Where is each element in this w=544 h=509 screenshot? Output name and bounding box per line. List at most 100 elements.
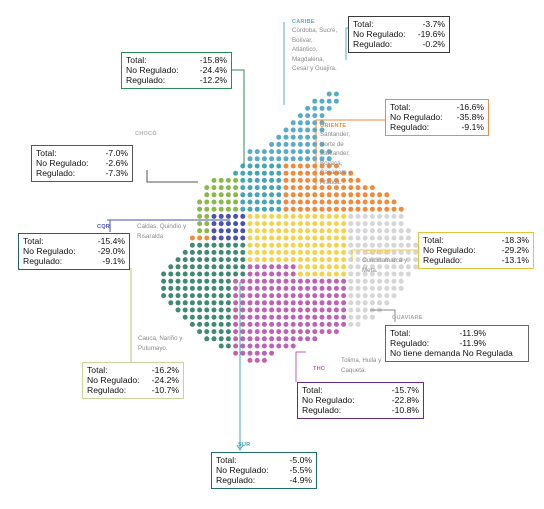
map-dot — [305, 285, 311, 291]
map-dot — [369, 199, 375, 205]
map-dot — [240, 300, 246, 306]
map-dot — [333, 192, 339, 198]
antioquia-noreg-value: -24.4% — [199, 65, 227, 75]
map-dot — [362, 235, 368, 241]
map-dot — [254, 285, 260, 291]
map-dot — [305, 264, 311, 270]
map-dot — [326, 156, 332, 162]
region-label-oriente: ORIENTE — [320, 123, 347, 129]
map-dot — [312, 134, 318, 140]
map-dot — [197, 206, 203, 212]
map-dot — [319, 206, 325, 212]
map-dot — [319, 329, 325, 335]
map-dot — [211, 278, 217, 284]
guaviare-total-label: Total: — [390, 328, 411, 338]
region-desc-tmc: Tolima, Huila y Caquetá. — [341, 357, 382, 374]
map-dot — [261, 249, 267, 255]
map-dot — [362, 242, 368, 248]
map-dot — [305, 113, 311, 119]
cqr-reg-label: Regulado: — [23, 256, 63, 266]
map-dot — [197, 278, 203, 284]
map-dot — [240, 343, 246, 349]
map-dot — [319, 156, 325, 162]
map-dot — [369, 242, 375, 248]
map-dot — [233, 249, 239, 255]
map-dot — [204, 314, 210, 320]
map-dot — [261, 242, 267, 248]
map-dot — [312, 206, 318, 212]
map-dot — [290, 264, 296, 270]
map-dot — [247, 149, 253, 155]
map-dot — [247, 336, 253, 342]
map-dot — [276, 149, 282, 155]
map-dot — [305, 235, 311, 241]
sur-total-value: -5.0% — [289, 455, 312, 465]
map-dot — [240, 192, 246, 198]
map-dot — [254, 192, 260, 198]
map-dot — [254, 307, 260, 313]
map-dot — [297, 206, 303, 212]
map-dot — [269, 242, 275, 248]
map-dot — [319, 221, 325, 227]
map-dot — [333, 300, 339, 306]
map-dot — [297, 120, 303, 126]
map-dot — [283, 213, 289, 219]
map-dot — [369, 221, 375, 227]
map-dot — [204, 221, 210, 227]
map-dot — [312, 192, 318, 198]
map-dot — [355, 257, 361, 263]
map-dot — [233, 235, 239, 241]
region-label-centro: CENTRO — [366, 250, 391, 256]
centro-reg-label: Regulado: — [423, 255, 463, 265]
map-dot — [276, 314, 282, 320]
map-dot — [161, 271, 167, 277]
map-dot — [348, 213, 354, 219]
map-dot — [319, 170, 325, 176]
centro-total-value: -18.3% — [501, 235, 529, 245]
map-dot — [305, 141, 311, 147]
map-dot — [197, 264, 203, 270]
map-dot — [290, 177, 296, 183]
map-dot — [254, 185, 260, 191]
map-dot — [225, 321, 231, 327]
map-dot — [290, 127, 296, 133]
map-dot — [290, 242, 296, 248]
map-dot — [233, 206, 239, 212]
map-dot — [305, 134, 311, 140]
map-dot — [355, 314, 361, 320]
map-dot — [204, 278, 210, 284]
map-dot — [269, 350, 275, 356]
map-dot — [225, 185, 231, 191]
map-dot — [312, 249, 318, 255]
map-dot — [405, 264, 411, 270]
map-dot — [240, 321, 246, 327]
map-dot — [254, 249, 260, 255]
map-dot — [175, 307, 181, 313]
map-dot — [276, 307, 282, 313]
map-dot — [297, 257, 303, 263]
map-dot — [305, 105, 311, 111]
map-dot — [218, 185, 224, 191]
map-dot — [240, 293, 246, 299]
map-dot — [254, 177, 260, 183]
map-dot — [305, 300, 311, 306]
map-dot — [312, 307, 318, 313]
map-dot — [283, 278, 289, 284]
map-dot — [391, 199, 397, 205]
map-dot — [225, 264, 231, 270]
map-dot — [305, 206, 311, 212]
map-dot — [391, 228, 397, 234]
antioquia-noreg-label: No Regulado: — [126, 65, 179, 75]
map-dot — [175, 271, 181, 277]
map-dot — [211, 199, 217, 205]
box-sur: Total: -5.0% No Regulado: -5.5% Regulado: -… — [211, 452, 317, 489]
map-dot — [197, 213, 203, 219]
map-dot — [254, 336, 260, 342]
map-dot — [225, 329, 231, 335]
map-dot — [405, 249, 411, 255]
map-dot — [225, 221, 231, 227]
map-dot — [384, 257, 390, 263]
map-dot — [276, 264, 282, 270]
map-dot — [254, 300, 260, 306]
map-dot — [305, 249, 311, 255]
